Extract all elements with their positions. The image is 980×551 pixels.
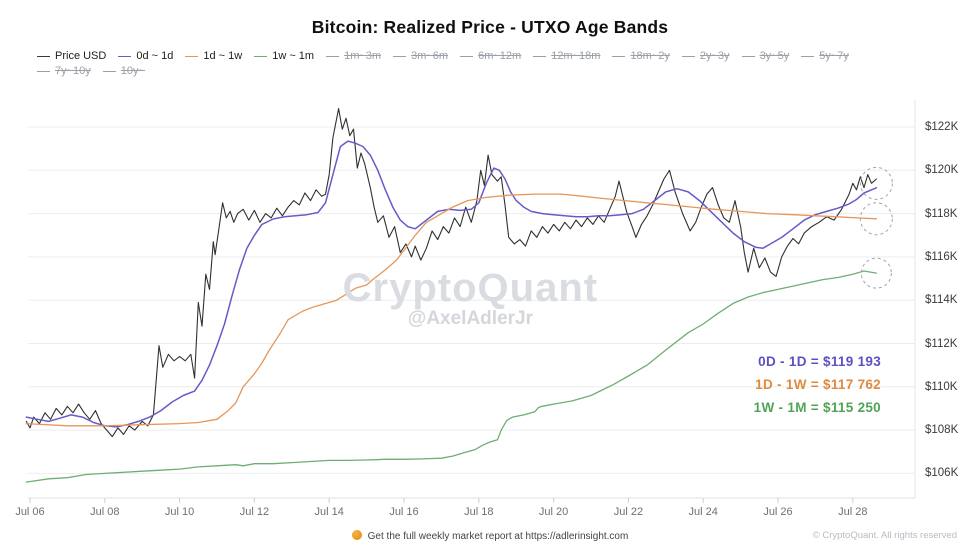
legend-item-7y-10y[interactable]: 7y~10y <box>37 65 91 77</box>
series-line-1d-1w <box>25 193 878 427</box>
x-label-jul-20: Jul 20 <box>538 506 569 518</box>
legend-swatch-icon <box>681 55 695 57</box>
x-label-jul-28: Jul 28 <box>838 506 868 518</box>
legend-item-label: 10y~ <box>120 65 145 77</box>
legend-item-label: 12m~18m <box>551 50 601 62</box>
legend-swatch-icon <box>326 55 340 57</box>
legend-swatch-icon <box>741 55 755 57</box>
legend-item-label: 0d ~ 1d <box>136 50 174 62</box>
x-label-jul-18: Jul 18 <box>464 506 494 518</box>
legend-swatch-icon <box>102 70 116 72</box>
legend-swatch-icon <box>612 55 626 57</box>
legend-item-5y-7y[interactable]: 5y~7y <box>801 50 849 62</box>
series-line-price-usd <box>25 108 877 438</box>
legend-item-label: 2y~3y <box>699 50 730 62</box>
x-label-jul-26: Jul 26 <box>763 506 793 518</box>
end-value-label-3: 1W - 1M = $115 250 <box>753 400 881 415</box>
highlight-circle-3 <box>860 257 892 289</box>
y-label-106k: $106K <box>925 467 959 480</box>
legend-item-1d---1w[interactable]: 1d ~ 1w <box>185 50 242 62</box>
x-label-jul-12: Jul 12 <box>239 506 270 518</box>
y-label-122k: $122K <box>925 121 959 133</box>
end-value-label-1: 0D - 1D = $119 193 <box>758 354 881 369</box>
x-label-jul-16: Jul 16 <box>389 506 419 518</box>
legend-item-12m-18m[interactable]: 12m~18m <box>533 50 600 62</box>
legend-swatch-icon <box>37 55 50 57</box>
legend-row-1: Price USD 0d ~ 1d 1d ~ 1w 1w ~ 1m 1m~3m 3m~6m… <box>37 50 957 62</box>
legend: Price USD 0d ~ 1d 1d ~ 1w 1w ~ 1m 1m~3m 3m~6m… <box>37 50 957 80</box>
legend-swatch-icon <box>460 55 474 57</box>
y-label-108k: $108K <box>925 424 959 437</box>
legend-item-label: 6m~12m <box>478 50 522 62</box>
legend-swatch-icon <box>393 55 407 57</box>
x-label-jul-06: Jul 06 <box>15 506 45 518</box>
page-title: Bitcoin: Realized Price - UTXO Age Bands <box>311 17 669 37</box>
footer-report-text: Get the full weekly market report at htt… <box>367 531 629 542</box>
legend-item-label: 3m~6m <box>411 50 449 62</box>
legend-item-0d---1d[interactable]: 0d ~ 1d <box>118 50 173 62</box>
y-label-118k: $118K <box>925 207 958 220</box>
legend-item-label: 1d ~ 1w <box>203 50 243 62</box>
footer-report: Get the full weekly market report at htt… <box>0 530 980 542</box>
x-label-jul-10: Jul 10 <box>164 506 195 518</box>
legend-item-label: 1w ~ 1m <box>272 50 315 62</box>
legend-item-18m-2y[interactable]: 18m~2y <box>612 50 670 62</box>
orange-circle-icon <box>351 530 362 540</box>
legend-item-6m-12m[interactable]: 6m~12m <box>460 50 521 62</box>
legend-item-label: 3y~5y <box>759 50 790 62</box>
y-label-114k: $114K <box>925 294 958 307</box>
legend-item-10y-[interactable]: 10y~ <box>102 65 145 77</box>
footer-copyright: © CryptoQuant. All rights reserved <box>812 530 957 541</box>
legend-item-label: 18m~2y <box>630 50 670 62</box>
y-label-110k: $110K <box>925 380 958 393</box>
legend-item-label: 1m~3m <box>344 50 382 62</box>
legend-item-3m-6m[interactable]: 3m~6m <box>393 50 448 62</box>
legend-item-3y-5y[interactable]: 3y~5y <box>741 50 790 62</box>
legend-row-2: 7y~10y 10y~ <box>37 65 957 77</box>
highlight-circle-2 <box>859 202 893 236</box>
series-line-0d-1d <box>25 140 878 428</box>
legend-item-price-usd[interactable]: Price USD <box>37 50 106 62</box>
legend-swatch-icon <box>37 70 50 72</box>
legend-swatch-icon <box>801 55 815 57</box>
y-label-116k: $116K <box>925 250 958 263</box>
legend-swatch-icon <box>533 55 547 57</box>
legend-item-label: 5y~7y <box>819 50 849 62</box>
x-label-jul-22: Jul 22 <box>613 506 644 518</box>
legend-swatch-icon <box>118 55 132 57</box>
x-label-jul-24: Jul 24 <box>688 506 718 518</box>
y-label-120k: $120K <box>925 164 959 177</box>
end-value-label-2: 1D - 1W = $117 762 <box>755 377 881 392</box>
legend-item-label: 7y~10y <box>55 65 91 77</box>
legend-item-2y-3y[interactable]: 2y~3y <box>681 50 730 62</box>
y-label-112k: $112K <box>925 337 958 350</box>
legend-item-label: Price USD <box>55 50 107 62</box>
series-line-1w-1m <box>25 270 878 483</box>
highlight-circle-1 <box>859 166 893 200</box>
legend-item-1w---1m[interactable]: 1w ~ 1m <box>254 50 314 62</box>
legend-swatch-icon <box>254 55 268 57</box>
x-label-jul-08: Jul 08 <box>90 506 120 518</box>
legend-swatch-icon <box>185 55 199 57</box>
x-label-jul-14: Jul 14 <box>314 506 344 518</box>
legend-item-1m-3m[interactable]: 1m~3m <box>326 50 381 62</box>
